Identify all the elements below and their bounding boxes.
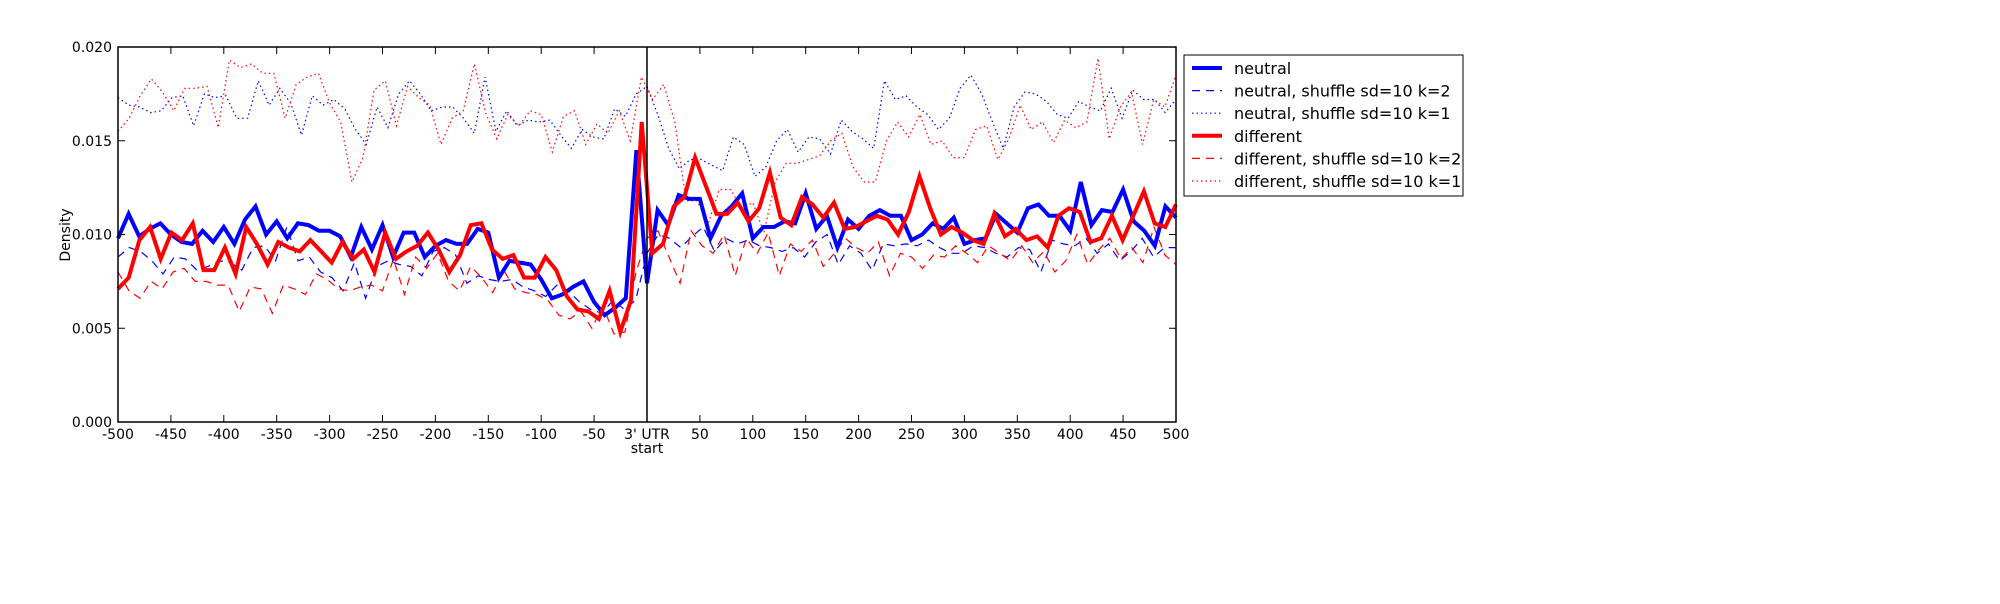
x-tick-label-line2: start xyxy=(631,441,664,457)
y-tick-label: 0.020 xyxy=(72,40,112,56)
x-tick-label: 450 xyxy=(1110,427,1137,443)
legend-label: different xyxy=(1234,127,1302,146)
legend-label: neutral, shuffle sd=10 k=1 xyxy=(1234,104,1451,123)
y-tick-label: 0.010 xyxy=(72,228,112,244)
x-tick-label: 200 xyxy=(845,427,872,443)
y-tick-label: 0.015 xyxy=(72,134,112,150)
x-tick-label: -250 xyxy=(367,427,399,443)
x-tick-label: 400 xyxy=(1057,427,1084,443)
x-tick-label: -200 xyxy=(420,427,452,443)
x-tick-label: 350 xyxy=(1004,427,1031,443)
x-tick-label: 3' UTR xyxy=(624,427,670,443)
legend-label: different, shuffle sd=10 k=1 xyxy=(1234,172,1461,191)
x-tick-label: -50 xyxy=(583,427,606,443)
axis-ticks: -500 -450 -400 -350 -300 -250 -200 -150 -100 -50 3… xyxy=(72,40,1189,457)
x-tick-label: 500 xyxy=(1163,427,1190,443)
x-tick-label: -100 xyxy=(525,427,557,443)
series-line-5 xyxy=(117,58,1177,235)
x-tick-label: -350 xyxy=(261,427,293,443)
x-tick-label: -500 xyxy=(102,427,134,443)
y-tick-label: 0.005 xyxy=(72,321,112,337)
x-tick-label: -300 xyxy=(314,427,346,443)
x-tick-label: 250 xyxy=(898,427,925,443)
x-tick-label: 300 xyxy=(951,427,978,443)
legend-label: neutral xyxy=(1234,59,1291,78)
x-tick-label: 50 xyxy=(691,427,709,443)
x-tick-label: -150 xyxy=(472,427,504,443)
x-tick-label: -450 xyxy=(155,427,187,443)
legend: neutral neutral, shuffle sd=10 k=2 neutral… xyxy=(1183,54,1464,197)
legend-box xyxy=(1183,54,1464,197)
x-tick-label: 150 xyxy=(792,427,819,443)
x-tick-label: 100 xyxy=(739,427,766,443)
legend-label: neutral, shuffle sd=10 k=2 xyxy=(1234,82,1451,101)
x-tick-label: -400 xyxy=(208,427,240,443)
y-axis-label: Density xyxy=(58,208,74,261)
y-tick-label: 0.000 xyxy=(72,415,112,431)
legend-label: different, shuffle sd=10 k=2 xyxy=(1234,149,1461,168)
